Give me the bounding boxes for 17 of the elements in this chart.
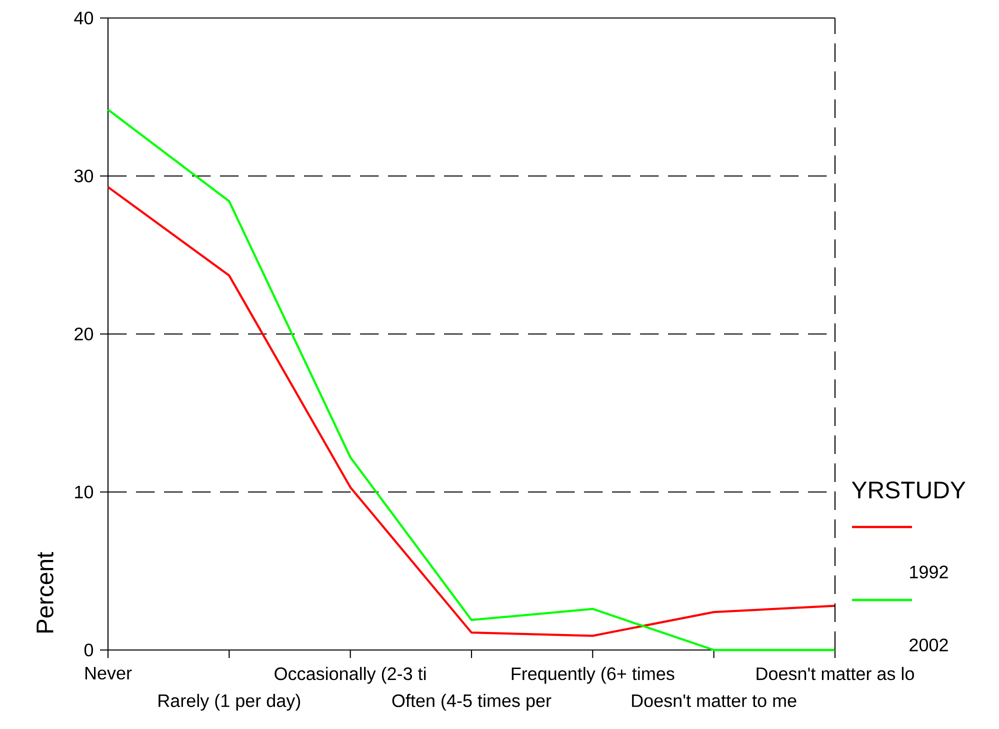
y-tick-label: 30 xyxy=(74,170,94,182)
y-tick-label: 0 xyxy=(84,644,94,656)
text: 2002 xyxy=(910,638,948,652)
line-series xyxy=(106,186,836,637)
legend-title: YRSTUDY xyxy=(852,481,966,498)
y-tick-label: 20 xyxy=(74,328,94,340)
text: 1992 xyxy=(910,566,948,578)
x-tick-label: Never xyxy=(85,666,132,680)
x-tick-label: Occasionally (2-3 ti xyxy=(274,666,426,684)
x-tick-label: Often (4-5 times per xyxy=(392,694,552,711)
x-tick-label: Frequently (6+ times xyxy=(512,666,674,684)
y-tick-label: 10 xyxy=(75,486,94,498)
x-tick-label: Doesn't matter to me xyxy=(632,694,796,708)
x-tick-label: Rarely (1 per day) xyxy=(158,694,300,711)
y-axis-title: Percent xyxy=(36,552,54,633)
y-tick-label: 40 xyxy=(74,12,94,24)
x-tick-label: Doesn't matter as lo xyxy=(756,666,914,680)
